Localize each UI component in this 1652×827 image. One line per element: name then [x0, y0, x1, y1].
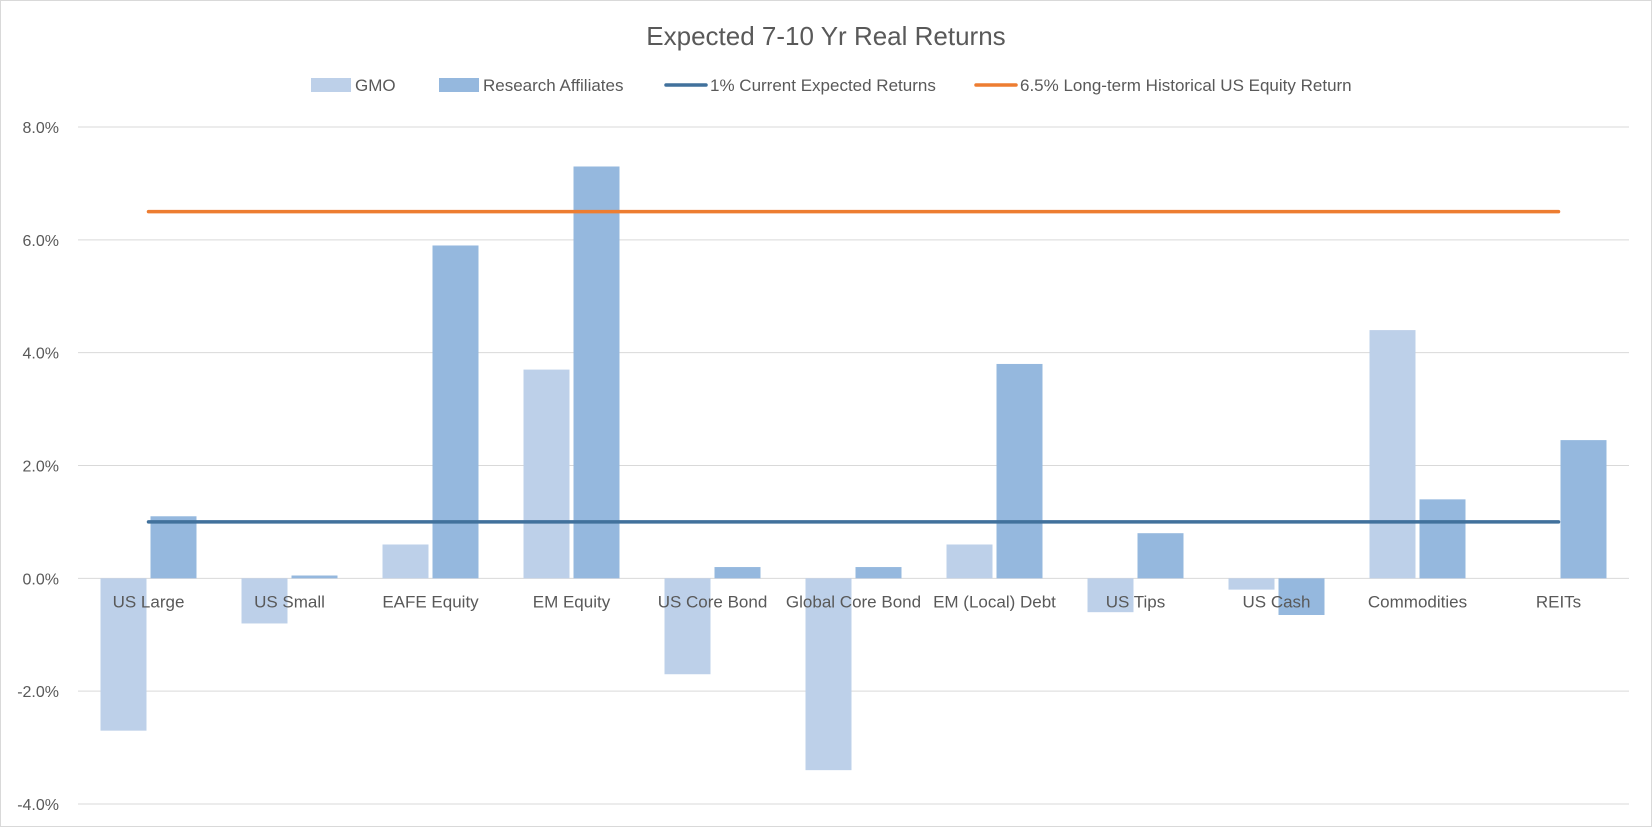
- category-label: Commodities: [1368, 592, 1467, 611]
- y-axis: 8.0% 6.0% 4.0% 2.0% 0.0% -2.0% -4.0%: [17, 120, 59, 814]
- category-label: REITs: [1536, 592, 1581, 611]
- gmo-bar: [523, 369, 570, 579]
- legend-label: 6.5% Long-term Historical US Equity Retu…: [1020, 76, 1352, 95]
- research-affiliates-bar: [1137, 533, 1184, 579]
- gmo-bar: [1228, 578, 1275, 590]
- gmo-bar: [382, 544, 429, 579]
- x-axis: US Large US Small EAFE Equity EM Equity US C…: [113, 592, 1582, 611]
- category-label: US Core Bond: [658, 592, 768, 611]
- y-tick-label: -2.0%: [17, 684, 59, 701]
- legend-label: GMO: [355, 76, 396, 95]
- category-label: US Tips: [1106, 592, 1166, 611]
- category-label: EM (Local) Debt: [933, 592, 1056, 611]
- legend-swatch: [311, 78, 351, 92]
- research-affiliates-bar: [573, 166, 620, 579]
- gmo-bar: [241, 578, 288, 624]
- reference-lines: [146, 209, 1561, 524]
- gmo-bar: [1369, 330, 1416, 579]
- y-tick-label: 8.0%: [23, 120, 59, 137]
- category-label: EAFE Equity: [382, 592, 479, 611]
- gmo-bar: [805, 578, 852, 771]
- legend-swatch: [439, 78, 479, 92]
- legend-label: 1% Current Expected Returns: [710, 76, 936, 95]
- research-affiliates-bar: [150, 516, 197, 579]
- research-affiliates-bar: [714, 567, 761, 579]
- y-tick-label: 0.0%: [23, 571, 59, 588]
- research-affiliates-bar: [291, 575, 338, 579]
- gmo-bar: [1087, 578, 1134, 613]
- legend-label: Research Affiliates: [483, 76, 623, 95]
- gmo-bar: [946, 544, 993, 579]
- research-affiliates-bar: [432, 245, 479, 579]
- research-affiliates-bar: [1419, 499, 1466, 579]
- chart-title: Expected 7-10 Yr Real Returns: [646, 21, 1005, 51]
- category-label: EM Equity: [533, 592, 611, 611]
- category-label: Global Core Bond: [786, 592, 921, 611]
- legend: GMO Research Affiliates 1% Current Expecte…: [311, 76, 1352, 95]
- research-affiliates-bar: [1278, 578, 1325, 616]
- gmo-bar: [664, 578, 711, 675]
- y-tick-label: 6.0%: [23, 233, 59, 250]
- gmo-bar: [100, 578, 147, 731]
- category-label: US Small: [254, 592, 325, 611]
- category-label: US Large: [113, 592, 185, 611]
- y-tick-label: 4.0%: [23, 346, 59, 363]
- research-affiliates-bar: [1560, 440, 1607, 579]
- y-tick-label: 2.0%: [23, 459, 59, 476]
- category-label: US Cash: [1242, 592, 1310, 611]
- research-affiliates-bar: [855, 567, 902, 579]
- bars: [100, 166, 1607, 771]
- y-tick-label: -4.0%: [17, 797, 59, 814]
- research-affiliates-bar: [996, 363, 1043, 579]
